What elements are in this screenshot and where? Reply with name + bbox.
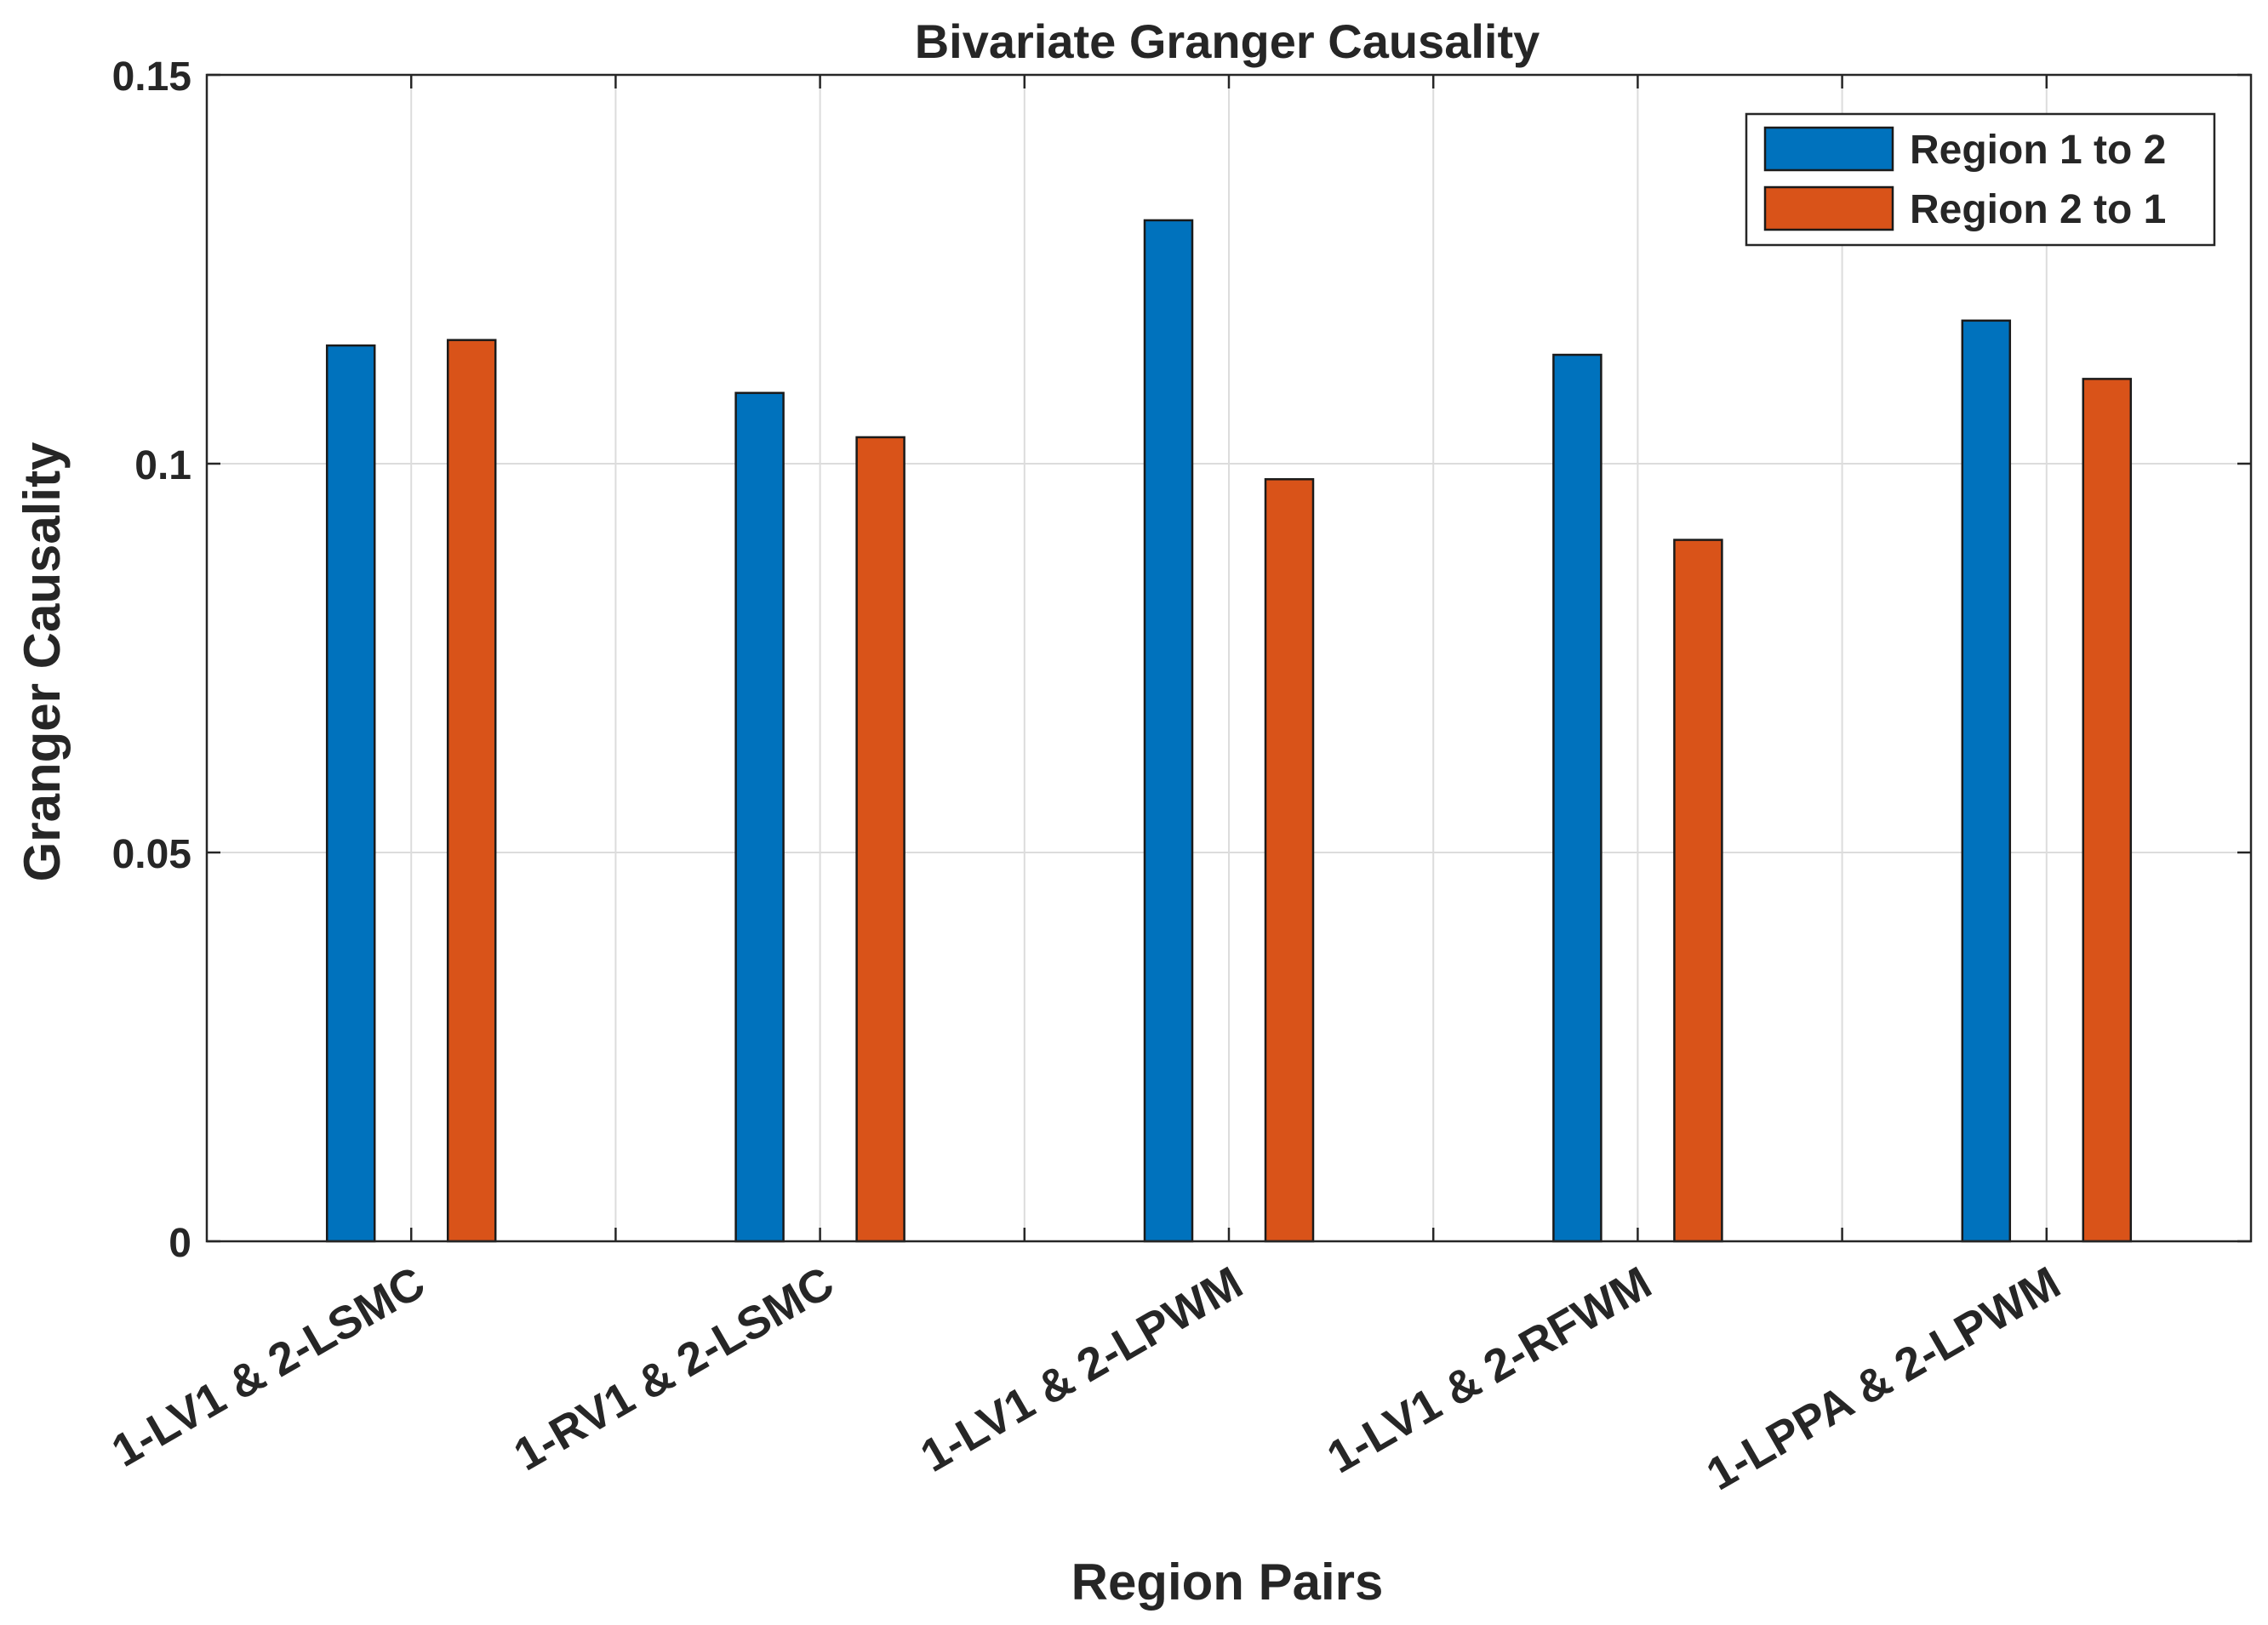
x-axis-label: Region Pairs: [1071, 1554, 1384, 1611]
bar-region-2-to-1-4: [1673, 539, 1723, 1243]
y-tick-label: 0.05: [112, 832, 191, 877]
bar-region-1-to-2-5: [1961, 319, 2012, 1243]
grid: [207, 75, 2251, 1241]
x-tick-label: 1-LV1 & 2-RFWM: [1319, 1257, 1660, 1483]
bar-region-1-to-2-4: [1552, 353, 1602, 1243]
y-tick-label: 0.15: [112, 54, 191, 100]
bar-region-2-to-1-3: [1264, 478, 1315, 1243]
legend-label-region-1-to-2: Region 1 to 2: [1910, 128, 2166, 173]
x-tick-label: 1-LV1 & 2-LPWM: [912, 1257, 1251, 1481]
bars: [325, 219, 2133, 1243]
legend: Region 1 to 2 Region 2 to 1: [1745, 112, 2216, 247]
x-tick-label: 1-LPPA & 2-LPWM: [1699, 1257, 2069, 1500]
legend-swatch-region-2-to-1: [1763, 185, 1894, 231]
bar-region-1-to-2-2: [734, 391, 785, 1243]
y-axis-label: Granger Causality: [14, 442, 71, 881]
bar-region-2-to-1-2: [855, 436, 905, 1243]
y-tick-label: 0: [169, 1221, 191, 1266]
x-tick-label: 1-LV1 & 2-LSMC: [103, 1257, 433, 1476]
bar-region-1-to-2-1: [325, 344, 376, 1243]
legend-swatch-region-1-to-2: [1763, 126, 1894, 172]
bar-region-2-to-1-5: [2082, 378, 2133, 1243]
legend-label-region-2-to-1: Region 2 to 1: [1910, 187, 2166, 232]
bar-region-2-to-1-1: [446, 339, 497, 1243]
bar-region-1-to-2-3: [1143, 219, 1194, 1243]
x-tick-label: 1-RV1 & 2-LSMC: [506, 1257, 843, 1480]
y-tick-label: 0.1: [134, 443, 191, 488]
chart-title: Bivariate Granger Causality: [915, 14, 1540, 68]
